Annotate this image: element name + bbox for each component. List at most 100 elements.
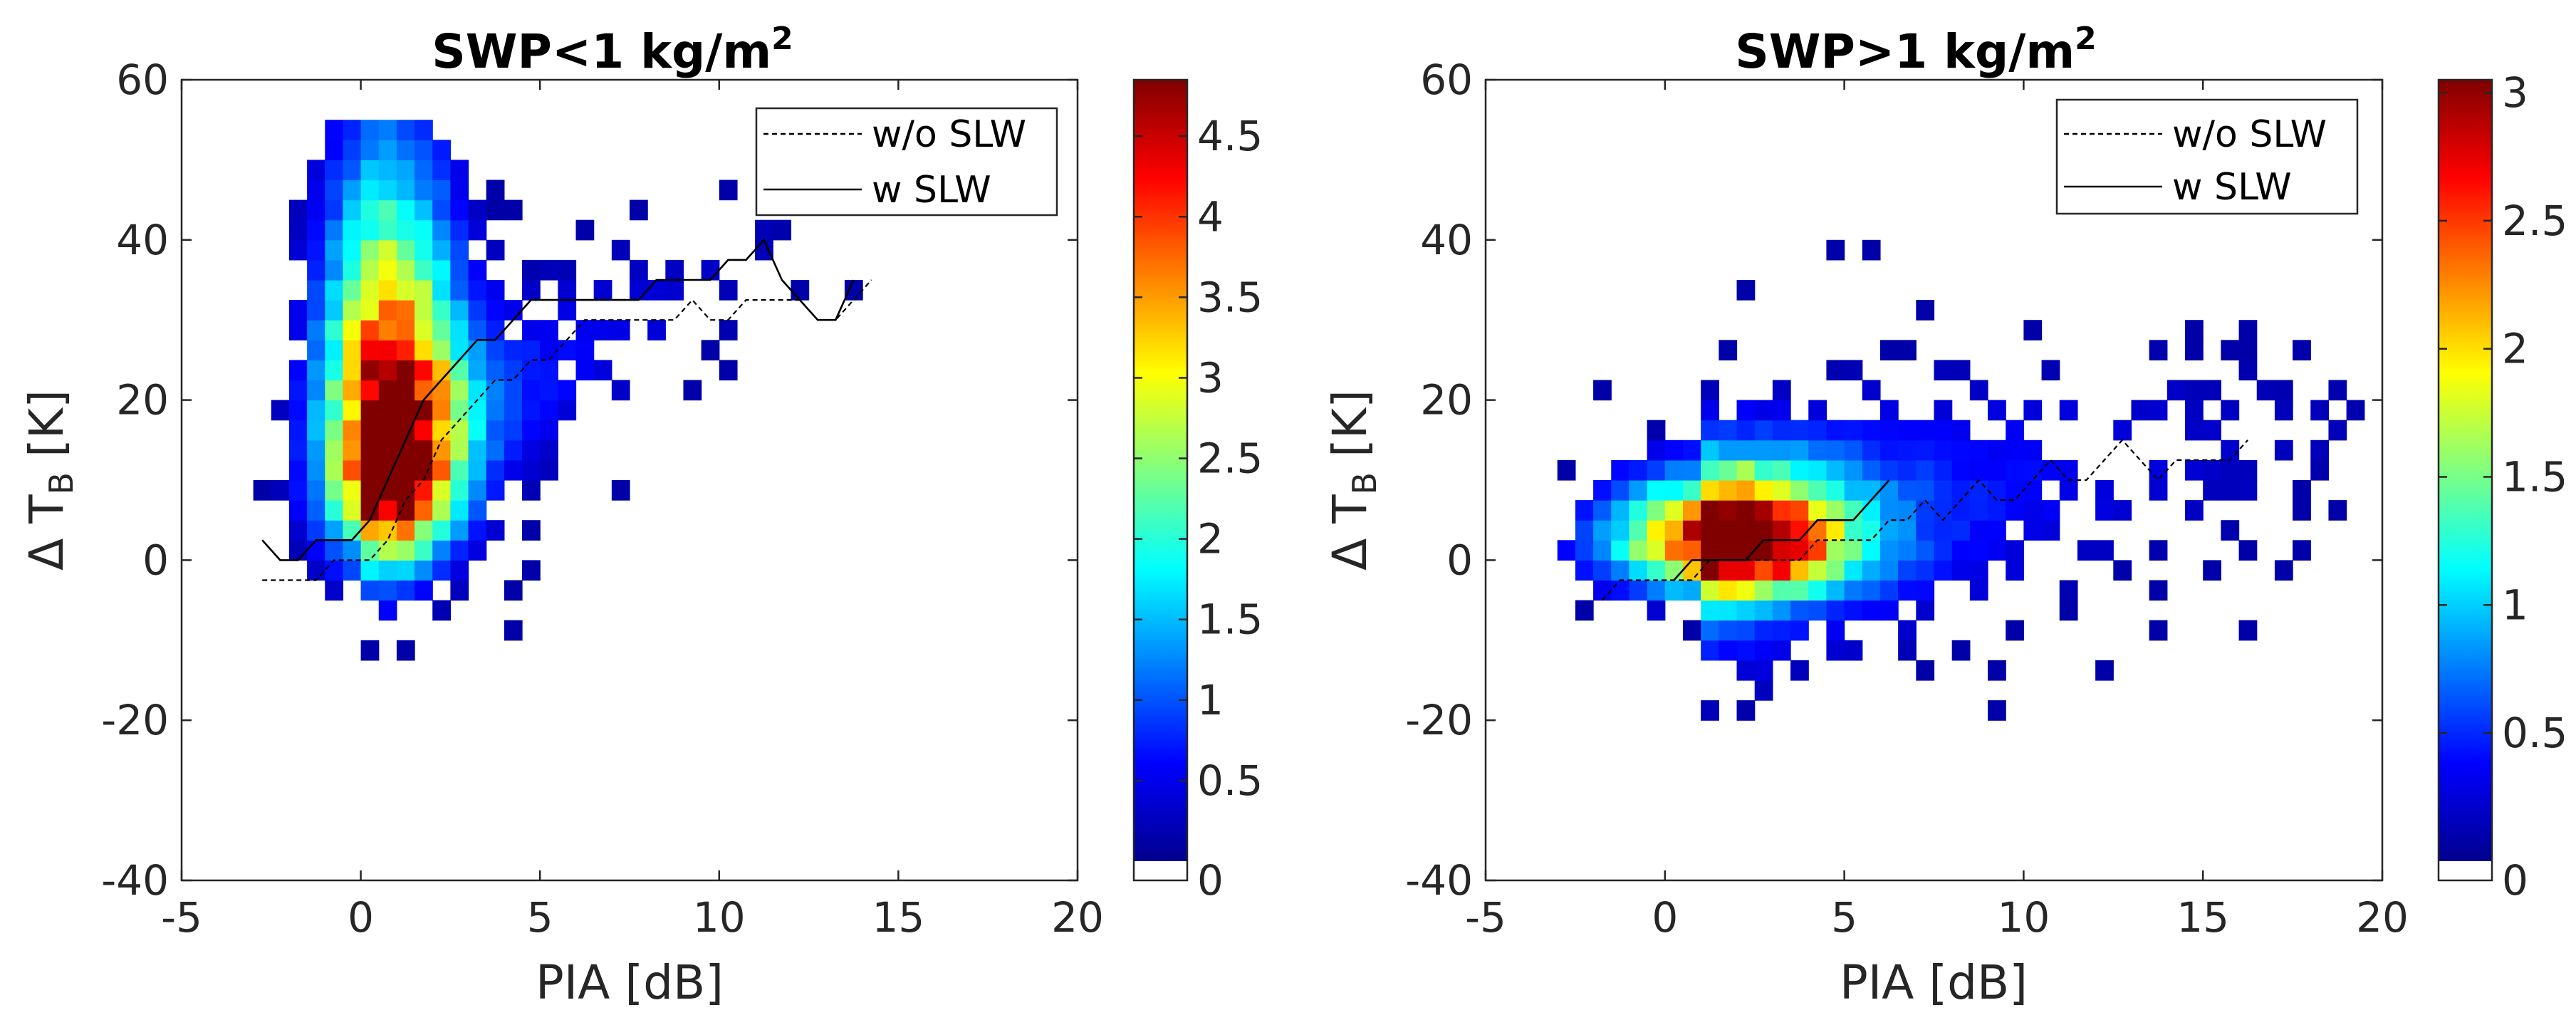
heatmap-cell: [396, 280, 415, 301]
heatmap-cell: [1593, 520, 1612, 541]
heatmap-cell: [378, 580, 397, 601]
heatmap-cell: [343, 199, 362, 221]
heatmap-cell: [1736, 520, 1756, 541]
heatmap-cell: [432, 340, 451, 360]
heatmap-cell: [1593, 480, 1612, 501]
heatmap-cell: [1719, 640, 1738, 661]
heatmap-cell: [414, 420, 433, 441]
heatmap-cell: [2166, 380, 2186, 401]
heatmap-cells: [253, 120, 971, 661]
heatmap-cell: [468, 320, 487, 340]
heatmap-cell: [325, 400, 344, 421]
heatmap-cell: [558, 380, 577, 401]
heatmap-cell: [1808, 420, 1827, 441]
heatmap-cell: [288, 400, 308, 421]
heatmap-cell: [325, 520, 344, 541]
heatmap-cell: [522, 340, 541, 360]
x-tick-label: 5: [527, 893, 553, 942]
legend: w/o SLW w SLW: [755, 107, 1058, 217]
heatmap-cell: [1754, 600, 1773, 621]
heatmap-cell: [1916, 560, 1935, 581]
heatmap-cells: [1557, 239, 2365, 721]
heatmap-cell: [665, 259, 684, 281]
heatmap-cell: [396, 459, 415, 481]
heatmap-cell: [575, 360, 595, 381]
colorbar-ticks: 0 0.5 1 1.5 2 2.5 3 3.5 4 4.5: [1134, 112, 1263, 905]
legend: w/o SLW w SLW: [2055, 98, 2359, 215]
heatmap-cell: [1879, 480, 1899, 501]
heatmap-cell: [593, 320, 612, 340]
heatmap-cell: [307, 280, 325, 301]
heatmap-cell: [1754, 400, 1773, 421]
heatmap-cell: [450, 560, 469, 581]
heatmap-cell: [1790, 439, 1809, 461]
heatmap-cell: [1754, 420, 1773, 441]
heatmap-cell: [360, 300, 380, 321]
heatmap-cell: [1988, 500, 2006, 521]
heatmap-cell: [2310, 400, 2330, 421]
y-tick-label: 20: [1420, 376, 1473, 425]
heatmap-cell: [1736, 280, 1756, 301]
series-line-wo-slw: [262, 279, 872, 581]
heatmap-cell: [343, 540, 362, 561]
heatmap-cell: [360, 480, 380, 501]
heatmap-cell: [253, 480, 272, 501]
heatmap-cell: [1916, 439, 1935, 461]
heatmap-cell: [486, 340, 505, 360]
heatmap-cell: [1790, 620, 1809, 641]
x-tick-label: -5: [161, 893, 202, 942]
heatmap-cell: [307, 179, 325, 201]
heatmap-cell: [504, 580, 523, 601]
y-tick-label: 0: [1446, 536, 1473, 584]
heatmap-cell: [1736, 500, 1756, 521]
heatmap-cell: [1826, 560, 1845, 581]
heatmap-cell: [1682, 459, 1701, 481]
heatmap-cell: [325, 219, 344, 241]
heatmap-cell: [2238, 480, 2258, 501]
heatmap-cell: [1790, 459, 1809, 481]
heatmap-cell: [1647, 500, 1666, 521]
heatmap-cell: [1898, 520, 1917, 541]
heatmap-cell: [1736, 600, 1756, 621]
heatmap-cell: [307, 239, 325, 261]
heatmap-cell: [504, 340, 523, 360]
heatmap-cell: [486, 320, 505, 340]
heatmap-cell: [432, 380, 451, 401]
heatmap-cell: [1719, 560, 1738, 581]
heatmap-cell: [343, 360, 362, 381]
heatmap-cell: [432, 500, 451, 521]
heatmap-cell: [719, 179, 738, 201]
heatmap-cell: [396, 520, 415, 541]
heatmap-cell: [540, 459, 558, 481]
heatmap-cell: [2185, 459, 2204, 481]
legend-label-wo-slw: w/o SLW: [872, 113, 1026, 156]
heatmap-cell: [1647, 560, 1666, 581]
heatmap-cell: [1826, 620, 1845, 641]
colorbar-ticks: 0 0.5 1 1.5 2 2.5 3: [2439, 68, 2567, 905]
heatmap-cell: [343, 120, 362, 140]
heatmap-cell: [1862, 600, 1881, 621]
heatmap-cell: [701, 259, 720, 281]
heatmap-cell: [1969, 459, 1988, 481]
heatmap-cell: [396, 540, 415, 561]
heatmap-cell: [450, 199, 469, 221]
heatmap-cell: [611, 239, 630, 261]
heatmap-cell: [2274, 560, 2293, 581]
heatmap-cell: [540, 380, 558, 401]
heatmap-cell: [343, 300, 362, 321]
heatmap-cell: [486, 439, 505, 461]
heatmap-cell: [325, 420, 344, 441]
heatmap-cell: [450, 439, 469, 461]
heatmap-cell: [683, 380, 702, 401]
heatmap-cell: [558, 259, 577, 281]
heatmap-cell: [1916, 459, 1935, 481]
heatmap-cell: [432, 600, 451, 621]
heatmap-cell: [414, 459, 433, 481]
heatmap-cell: [325, 199, 344, 221]
y-tick-label: -20: [101, 696, 169, 744]
heatmap-cell: [2095, 480, 2114, 501]
heatmap-cell: [522, 560, 541, 581]
heatmap-cell: [325, 239, 344, 261]
heatmap-cell: [432, 140, 451, 160]
heatmap-cell: [468, 520, 487, 541]
